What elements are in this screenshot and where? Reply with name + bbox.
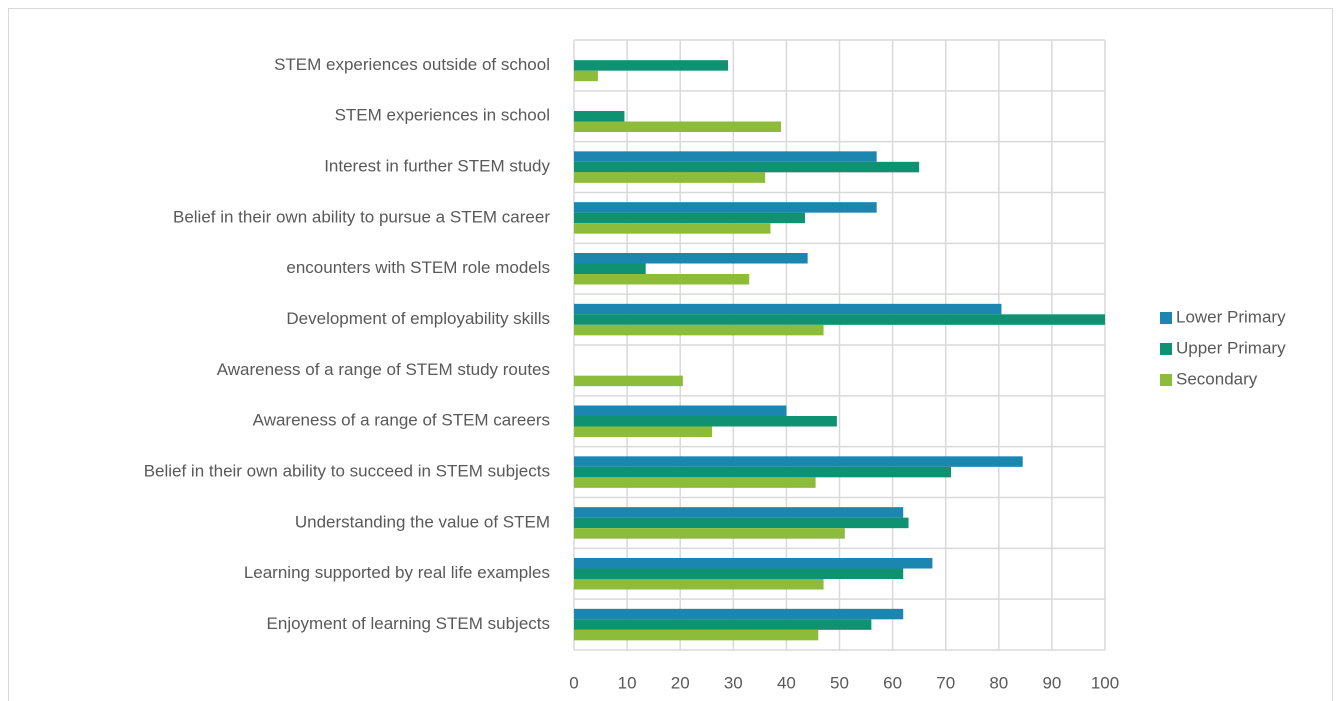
bar xyxy=(574,568,904,579)
bar xyxy=(574,172,766,183)
bar xyxy=(574,608,904,620)
legend-label: Upper Primary xyxy=(1176,338,1286,357)
y-tick-label: Interest in further STEM study xyxy=(324,157,550,176)
bar xyxy=(574,274,750,285)
bar xyxy=(574,477,816,488)
x-tick-label: 100 xyxy=(1091,673,1119,692)
bar xyxy=(574,558,933,569)
legend-label: Secondary xyxy=(1176,369,1258,388)
bar xyxy=(574,466,952,478)
legend-swatch xyxy=(1160,312,1172,324)
chart-frame xyxy=(8,8,1333,701)
bar xyxy=(574,161,920,173)
bar xyxy=(574,314,1105,325)
x-tick-label: 0 xyxy=(569,673,578,692)
legend-swatch xyxy=(1160,343,1172,355)
y-tick-label: Learning supported by real life examples xyxy=(244,563,550,582)
legend-swatch xyxy=(1160,374,1172,386)
y-tick-label: Awareness of a range of STEM careers xyxy=(253,411,550,430)
bar xyxy=(574,202,877,213)
bar xyxy=(574,263,646,274)
bar xyxy=(574,60,728,71)
x-tick-label: 90 xyxy=(1042,673,1061,692)
bar xyxy=(574,121,782,132)
bar xyxy=(574,212,805,224)
bar xyxy=(574,324,824,336)
bar xyxy=(574,507,904,518)
x-tick-label: 40 xyxy=(777,673,796,692)
bar xyxy=(574,517,909,529)
y-tick-label: STEM experiences in school xyxy=(335,106,550,125)
bar xyxy=(574,253,808,264)
legend-label: Lower Primary xyxy=(1176,307,1286,326)
x-tick-label: 60 xyxy=(883,673,902,692)
bar xyxy=(574,579,824,590)
x-tick-label: 30 xyxy=(724,673,743,692)
bar xyxy=(574,619,872,630)
bar xyxy=(574,416,837,427)
y-tick-label: Enjoyment of learning STEM subjects xyxy=(267,614,550,633)
x-tick-label: 10 xyxy=(618,673,637,692)
y-tick-label: STEM experiences outside of school xyxy=(274,55,550,74)
bar xyxy=(574,528,845,539)
y-tick-label: Development of employability skills xyxy=(286,309,550,328)
bar xyxy=(574,223,771,234)
bar xyxy=(574,629,819,641)
y-tick-label: Understanding the value of STEM xyxy=(295,512,550,531)
bar xyxy=(574,375,683,387)
y-tick-label: Belief in their own ability to succeed i… xyxy=(144,462,550,481)
y-tick-label: Belief in their own ability to pursue a … xyxy=(173,207,550,226)
y-tick-label: Awareness of a range of STEM study route… xyxy=(217,360,550,379)
x-tick-label: 70 xyxy=(936,673,955,692)
bar xyxy=(574,405,787,416)
bar xyxy=(574,111,625,122)
x-tick-label: 20 xyxy=(671,673,690,692)
x-tick-label: 80 xyxy=(989,673,1008,692)
bar xyxy=(574,151,877,162)
x-tick-label: 50 xyxy=(830,673,849,692)
bar xyxy=(574,303,1002,315)
y-tick-label: encounters with STEM role models xyxy=(286,258,550,277)
bar xyxy=(574,426,713,437)
bar xyxy=(574,70,598,82)
bar xyxy=(574,456,1023,467)
